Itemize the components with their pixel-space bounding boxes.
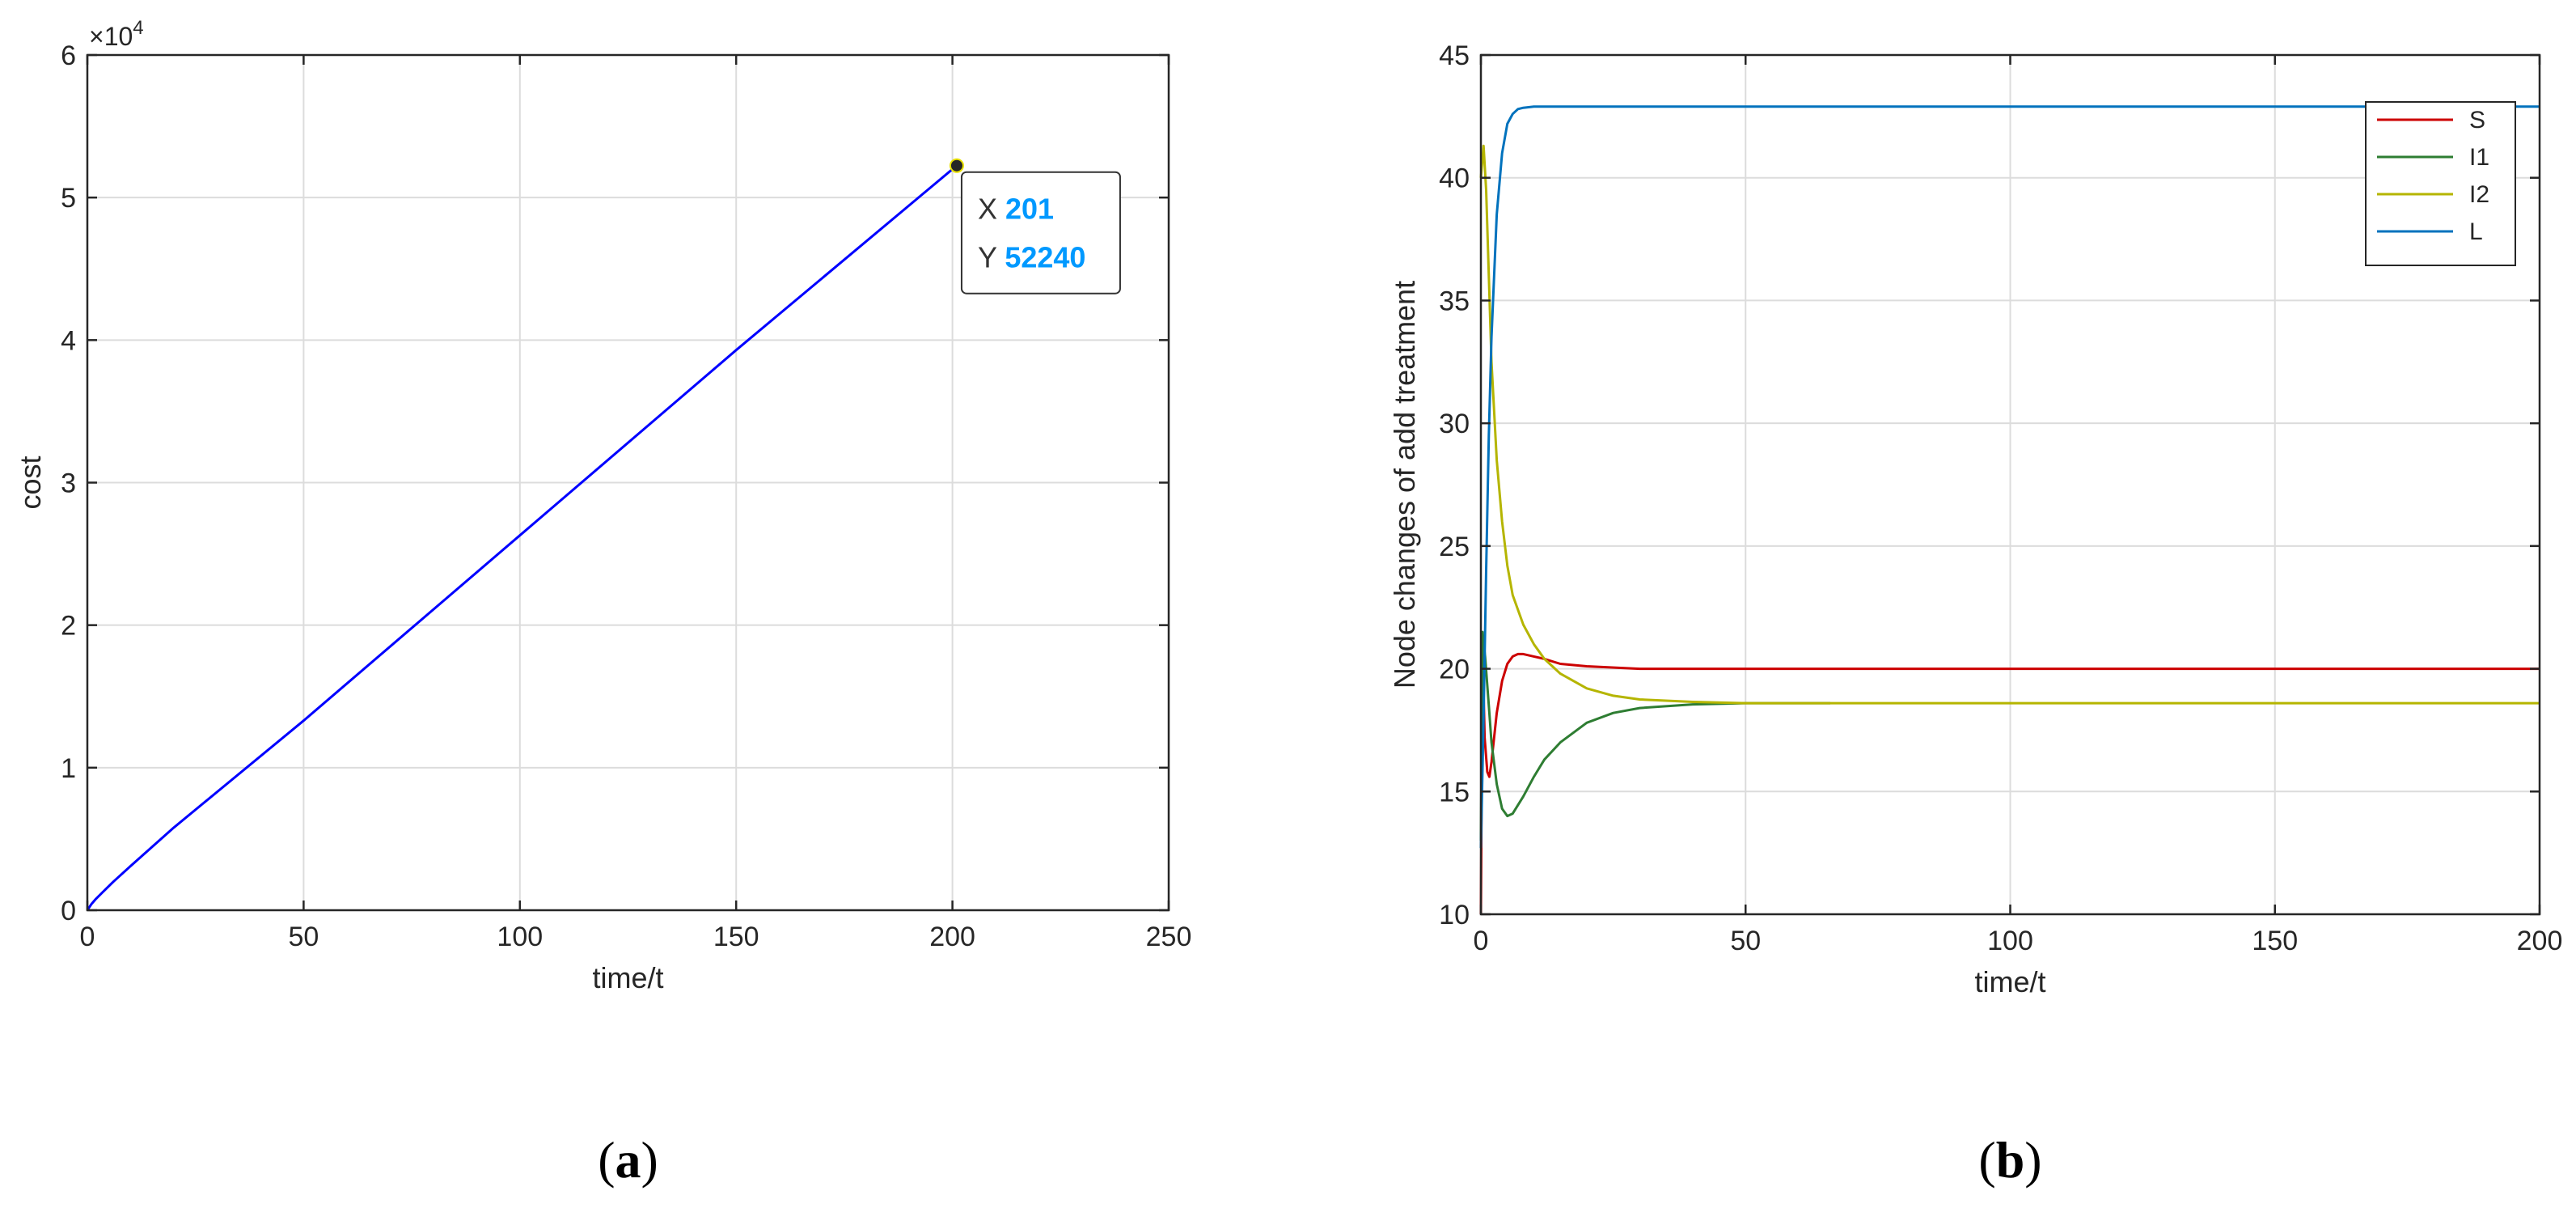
y-tick-label: 10 bbox=[1439, 900, 1470, 930]
y-tick-label: 40 bbox=[1439, 163, 1470, 194]
chart-b-x-axis-label: time/t bbox=[1974, 965, 2045, 998]
x-tick-label: 50 bbox=[1730, 926, 1761, 956]
y-tick-label: 25 bbox=[1439, 532, 1470, 562]
chart-a-exponent-power: 4 bbox=[133, 17, 143, 39]
chart-a-y-axis-label: cost bbox=[14, 456, 47, 509]
y-tick-label: 4 bbox=[61, 325, 76, 356]
y-tick-label: 6 bbox=[61, 40, 76, 71]
y-tick-label: 3 bbox=[61, 468, 76, 499]
panel-label-b: (b) bbox=[1978, 1131, 2041, 1189]
series-line-i2 bbox=[1479, 144, 2540, 705]
chart-b-grid bbox=[1481, 55, 2540, 914]
x-tick-label: 150 bbox=[2252, 926, 2298, 956]
x-tick-label: 200 bbox=[929, 922, 975, 952]
datatip-x-label: X bbox=[978, 193, 997, 226]
chart-b-series bbox=[1479, 105, 2540, 915]
panel-label-a: (a) bbox=[598, 1131, 658, 1189]
datatip-y-value: 52240 bbox=[1005, 241, 1085, 274]
chart-b-legend: S I1 I2 L bbox=[2365, 101, 2516, 266]
panel-a-letter: a bbox=[615, 1131, 641, 1189]
chart-a-exponent-base: ×10 bbox=[89, 22, 133, 51]
datatip-box bbox=[960, 171, 1121, 295]
legend-label-i2: I2 bbox=[2469, 181, 2489, 208]
chart-a-x-ticks: 0 50 100 150 200 250 bbox=[80, 55, 1192, 952]
y-tick-label: 2 bbox=[61, 611, 76, 642]
chart-a-series bbox=[86, 164, 958, 911]
x-tick-label: 0 bbox=[1474, 926, 1489, 956]
y-tick-label: 20 bbox=[1439, 655, 1470, 685]
panel-b-close-paren: ) bbox=[2024, 1131, 2041, 1189]
chart-a-y-ticks: 0 1 2 3 4 5 6 bbox=[61, 40, 1169, 926]
legend-label-l: L bbox=[2469, 218, 2483, 245]
panel-b-letter: b bbox=[1996, 1131, 2025, 1189]
x-tick-label: 150 bbox=[713, 922, 759, 952]
datatip-y-label: Y bbox=[978, 241, 997, 274]
y-tick-label: 45 bbox=[1439, 40, 1470, 71]
chart-a-x-axis-label: time/t bbox=[592, 961, 663, 994]
legend-label-i1: I1 bbox=[2469, 144, 2489, 171]
chart-b-y-ticks: 10 15 20 25 30 35 40 45 bbox=[1439, 40, 2540, 930]
chart-b-x-ticks: 0 50 100 150 200 bbox=[1474, 55, 2563, 956]
y-tick-label: 0 bbox=[61, 896, 76, 926]
series-line-i1 bbox=[1479, 630, 1830, 841]
chart-b: 0 50 100 150 200 10 15 20 25 30 35 40 45 time/t Nod… bbox=[1388, 40, 2562, 1189]
legend-label-s: S bbox=[2469, 107, 2485, 133]
series-line-0 bbox=[86, 164, 958, 911]
series-line-l bbox=[1479, 105, 2540, 849]
y-tick-label: 5 bbox=[61, 183, 76, 214]
chart-b-y-axis-label: Node changes of add treatment bbox=[1388, 281, 1421, 689]
datatip-y-row: Y 52240 bbox=[978, 241, 1086, 274]
x-tick-label: 200 bbox=[2517, 926, 2563, 956]
chart-a-exponent-label: ×104 bbox=[89, 17, 144, 51]
panel-b-open-paren: ( bbox=[1978, 1131, 1995, 1189]
datatip-x-value: 201 bbox=[1005, 193, 1054, 226]
x-tick-label: 250 bbox=[1146, 922, 1192, 952]
panel-a-open-paren: ( bbox=[598, 1131, 615, 1189]
x-tick-label: 100 bbox=[497, 922, 543, 952]
x-tick-label: 100 bbox=[1987, 926, 2033, 956]
legend-box bbox=[2365, 101, 2516, 266]
y-tick-label: 30 bbox=[1439, 409, 1470, 439]
y-tick-label: 35 bbox=[1439, 286, 1470, 316]
y-tick-label: 15 bbox=[1439, 777, 1470, 807]
datatip-marker bbox=[949, 158, 964, 173]
x-tick-label: 0 bbox=[80, 922, 95, 952]
series-line-s bbox=[1479, 642, 2540, 915]
x-tick-label: 50 bbox=[288, 922, 319, 952]
panel-a-close-paren: ) bbox=[641, 1131, 658, 1189]
y-tick-label: 1 bbox=[61, 753, 76, 784]
datatip-x-row: X 201 bbox=[978, 193, 1054, 226]
chart-a-datatip: X 201 Y 52240 bbox=[949, 158, 1121, 295]
